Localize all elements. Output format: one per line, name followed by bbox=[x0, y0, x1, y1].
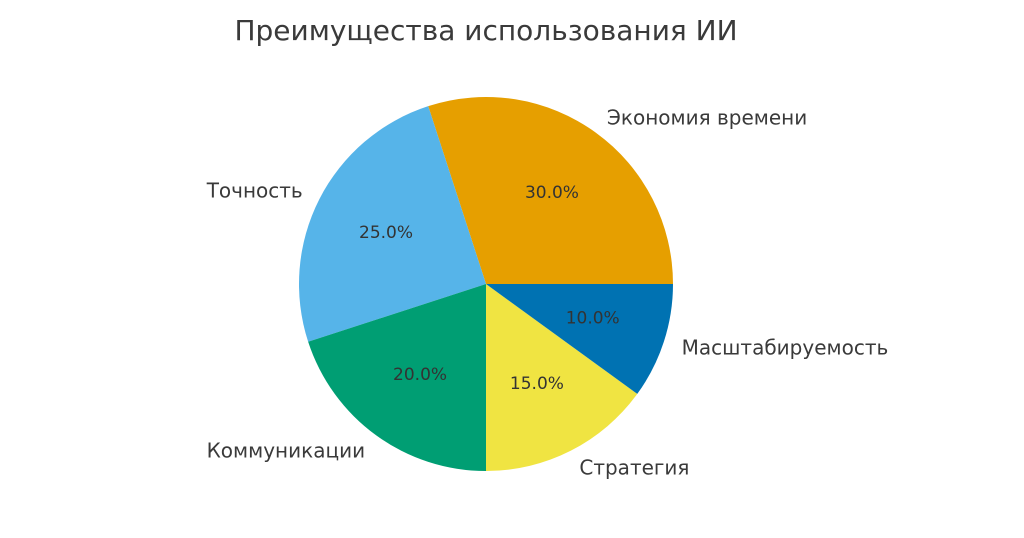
pie-labels: 30.0% Экономия времени 25.0% Точность 20.0% К… bbox=[206, 106, 889, 480]
slice-category-label: Коммуникации bbox=[207, 438, 365, 462]
pie-slice bbox=[486, 284, 638, 471]
pie-slice bbox=[299, 106, 486, 342]
slice-percent-label: 10.0% bbox=[566, 309, 620, 329]
slice-percent-label: 25.0% bbox=[359, 223, 413, 243]
slice-category-label: Масштабируемость bbox=[682, 336, 889, 360]
slice-category-label: Точность bbox=[206, 179, 303, 203]
slice-percent-label: 20.0% bbox=[393, 365, 447, 385]
slice-percent-label: 30.0% bbox=[525, 183, 579, 203]
slice-category-label: Стратегия bbox=[579, 455, 689, 479]
pie-slices bbox=[299, 97, 673, 471]
chart-title: Преимущества использования ИИ bbox=[234, 14, 737, 47]
slice-category-label: Экономия времени bbox=[607, 106, 807, 130]
pie-slice bbox=[486, 284, 673, 394]
pie-slice bbox=[308, 284, 486, 471]
slice-percent-label: 15.0% bbox=[510, 374, 564, 394]
pie-slice bbox=[428, 97, 673, 285]
